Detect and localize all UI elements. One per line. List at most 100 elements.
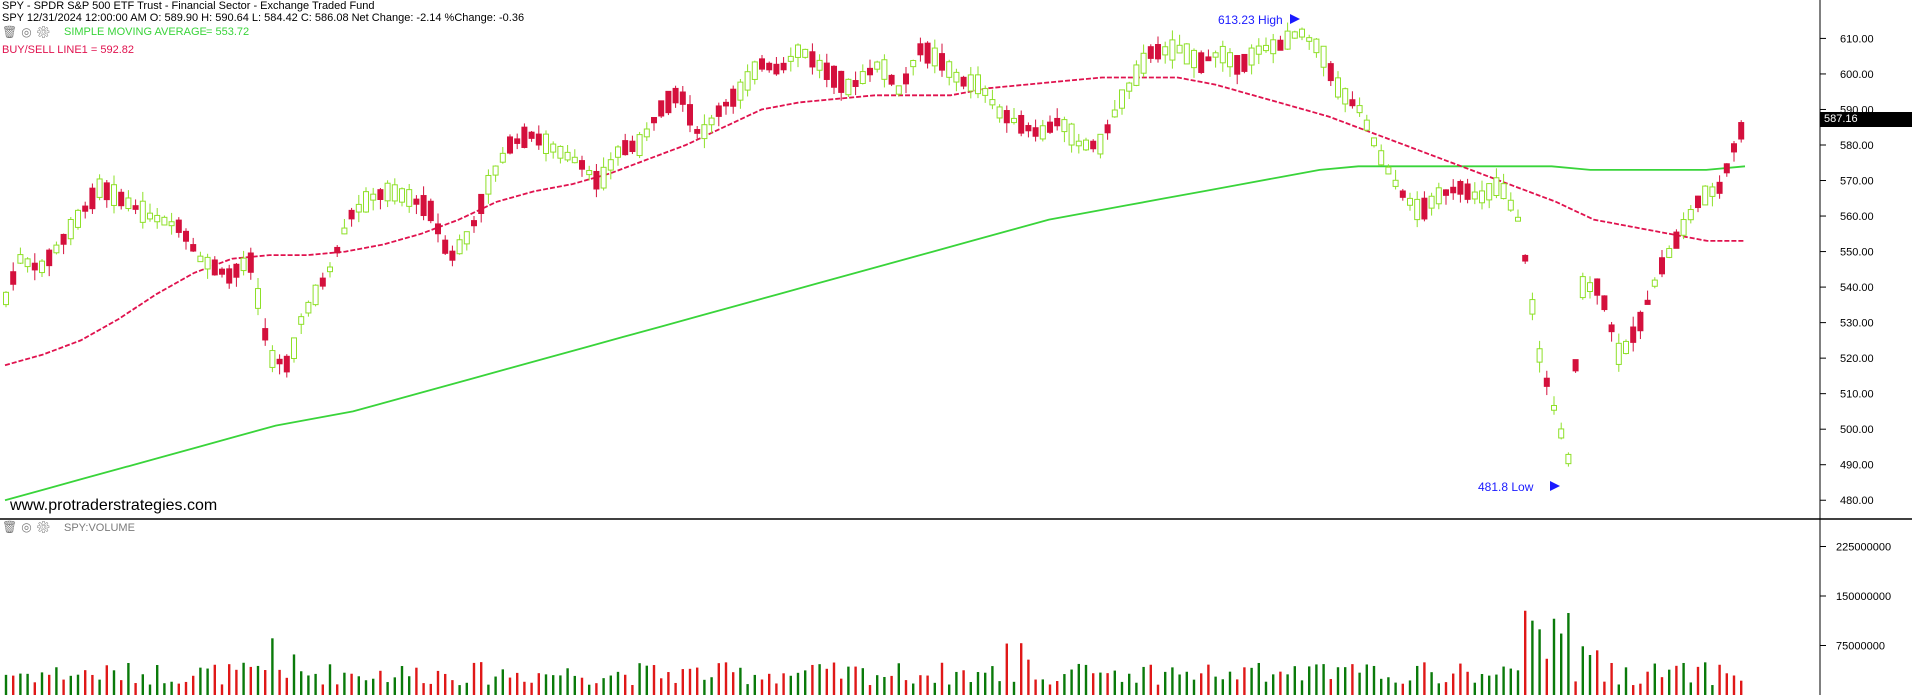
- candle-body: [1032, 127, 1039, 137]
- candle-body: [1587, 282, 1593, 293]
- volume-bar: [1711, 685, 1714, 695]
- volume-bar: [602, 678, 605, 695]
- volume-bar: [825, 668, 828, 695]
- volume-bar: [1423, 662, 1426, 695]
- candle-body: [53, 244, 60, 254]
- candle-body: [1327, 63, 1334, 82]
- volume-bar: [1171, 667, 1174, 695]
- volume-bar: [12, 675, 15, 695]
- volume-bar: [660, 678, 663, 695]
- candle-body: [1543, 377, 1550, 387]
- candle-body: [319, 277, 326, 287]
- volume-bar: [1279, 671, 1282, 695]
- volume-bar: [955, 671, 958, 695]
- trash-icon[interactable]: 🗑: [2, 520, 22, 534]
- volume-bar: [1495, 674, 1498, 695]
- volume-bar: [1300, 680, 1304, 695]
- volume-bar: [883, 676, 886, 695]
- candle-body: [1457, 180, 1464, 195]
- volume-bar: [220, 684, 224, 695]
- candle-body: [1061, 119, 1068, 133]
- price-tick-label: 580.00: [1840, 140, 1874, 152]
- volume-bar: [26, 673, 29, 695]
- candle-body: [1234, 55, 1241, 75]
- volume-bar: [1120, 681, 1124, 695]
- candle-body: [406, 189, 413, 207]
- candle-body: [1284, 30, 1291, 50]
- candle-body: [1443, 189, 1449, 196]
- volume-bar: [372, 678, 375, 695]
- candle-body: [759, 58, 765, 70]
- volume-bar: [1005, 643, 1008, 695]
- volume-bar: [1142, 666, 1145, 695]
- candle-body: [521, 126, 528, 148]
- volume-bar: [768, 673, 771, 695]
- volume-bar: [1416, 665, 1419, 695]
- trash-icon[interactable]: 🗑: [2, 25, 22, 39]
- volume-bar: [1308, 666, 1311, 695]
- candle-body: [780, 62, 787, 71]
- gear-icon[interactable]: ⚙: [35, 520, 55, 534]
- candle-body: [1212, 52, 1219, 58]
- candle-body: [226, 268, 233, 284]
- candle-body: [1615, 342, 1622, 365]
- candle-body: [701, 124, 708, 140]
- candle-body: [809, 51, 816, 68]
- candle-body: [1486, 183, 1493, 201]
- volume-bar: [1459, 663, 1462, 695]
- candle-body: [1313, 38, 1320, 54]
- volume-bar: [904, 680, 908, 695]
- sma-label: SIMPLE MOVING AVERAGE: [64, 26, 207, 38]
- volume-bar: [969, 682, 972, 695]
- candle-body: [24, 258, 31, 268]
- volume-bar: [1041, 679, 1044, 695]
- candle-body: [82, 205, 89, 212]
- candle-body: [867, 67, 873, 76]
- candle-body: [1414, 198, 1421, 221]
- volume-bar: [552, 675, 555, 695]
- eye-hidden-icon[interactable]: ◎: [21, 520, 36, 534]
- volume-bar: [429, 683, 432, 695]
- volume-bar: [4, 674, 8, 695]
- candle-body: [219, 268, 225, 275]
- eye-hidden-icon[interactable]: ◎: [21, 25, 36, 39]
- gear-icon[interactable]: ⚙: [35, 25, 55, 39]
- candle-body: [1039, 125, 1046, 140]
- candle-body: [1191, 49, 1197, 69]
- candle-body: [1068, 123, 1075, 146]
- volume-bar: [1185, 671, 1188, 695]
- volume-bar: [292, 654, 296, 695]
- volume-bar: [1646, 671, 1649, 695]
- volume-bar: [1740, 680, 1743, 695]
- candle-body: [687, 104, 693, 126]
- candle-body: [1644, 299, 1651, 305]
- candle-body: [1536, 348, 1543, 363]
- candle-body: [823, 62, 830, 80]
- candle-body: [535, 133, 542, 146]
- price-tick-label: 480.00: [1840, 495, 1874, 507]
- volume-bar: [1063, 674, 1066, 695]
- volume-bar: [818, 664, 821, 695]
- candle-body: [46, 249, 53, 267]
- volume-bar: [199, 667, 202, 695]
- candle-body: [1054, 117, 1061, 127]
- volume-bar: [1056, 681, 1059, 695]
- candle-body: [1558, 428, 1565, 439]
- candle-body: [1695, 195, 1701, 209]
- candle-body: [845, 78, 852, 96]
- candle-body: [1479, 190, 1485, 204]
- candle-body: [1140, 52, 1147, 74]
- volume-bar: [1048, 684, 1052, 695]
- volume-bar: [235, 669, 238, 695]
- buysell-line: [4, 76, 1745, 367]
- candle-body: [1248, 47, 1255, 66]
- volume-bar: [386, 682, 389, 695]
- volume-bar: [854, 666, 857, 695]
- volume-bar: [1531, 620, 1534, 695]
- candle-body: [787, 55, 794, 62]
- candle-body: [643, 128, 650, 138]
- volume-bar: [573, 675, 576, 695]
- arrow-right-icon: [1550, 481, 1560, 491]
- candle-body: [1529, 299, 1536, 315]
